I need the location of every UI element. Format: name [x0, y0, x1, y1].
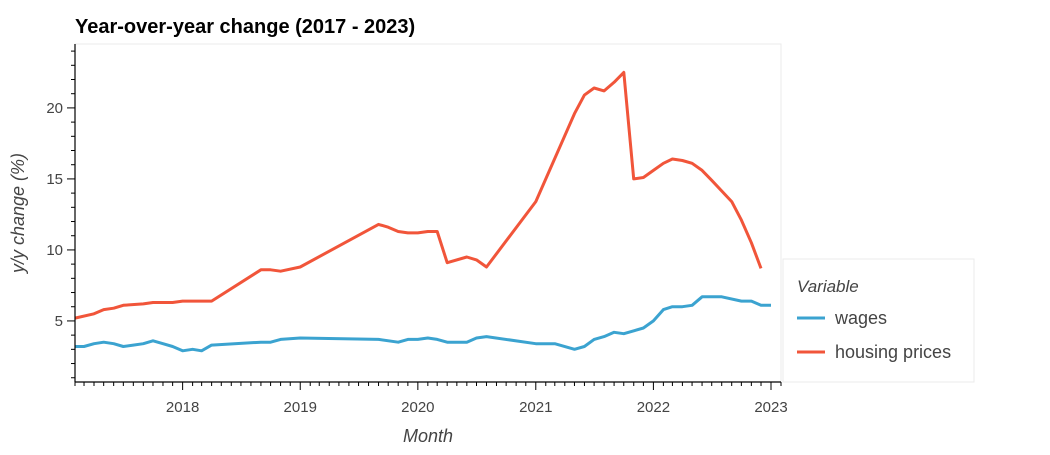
chart-title: Year-over-year change (2017 - 2023) [75, 16, 415, 38]
y-tick-label: 15 [46, 171, 63, 188]
x-tick-label: 2018 [166, 399, 199, 416]
x-axis-ticks: 2018 2019 2020 2021 2022 2023 [74, 382, 788, 416]
series-line-wages [75, 295, 771, 353]
y-tick-label: 20 [46, 100, 63, 117]
legend-box [782, 258, 975, 383]
legend-item: housing prices [797, 342, 951, 362]
plot-area-border [74, 43, 782, 383]
x-tick-label: 2023 [754, 399, 787, 416]
y-tick-label: 5 [55, 313, 63, 330]
series-line-housing-prices [74, 70, 763, 320]
legend-title: Variable [797, 277, 859, 296]
legend-label: housing prices [835, 342, 951, 362]
legend-item: wages [797, 308, 887, 328]
x-tick-label: 2021 [519, 399, 552, 416]
x-tick-label: 2022 [637, 399, 670, 416]
x-axis-label: Month [403, 426, 453, 446]
x-tick-label: 2020 [401, 399, 434, 416]
y-tick-label: 10 [46, 242, 63, 259]
y-axis-label: y/y change (%) [8, 153, 28, 275]
legend-label: wages [834, 308, 887, 328]
legend-items: wages housing prices [797, 308, 951, 362]
series-layer [74, 70, 771, 353]
x-tick-label: 2019 [284, 399, 317, 416]
legend: Variable wages housing prices [782, 258, 975, 383]
y-axis-ticks: 5 10 15 20 [46, 50, 75, 379]
